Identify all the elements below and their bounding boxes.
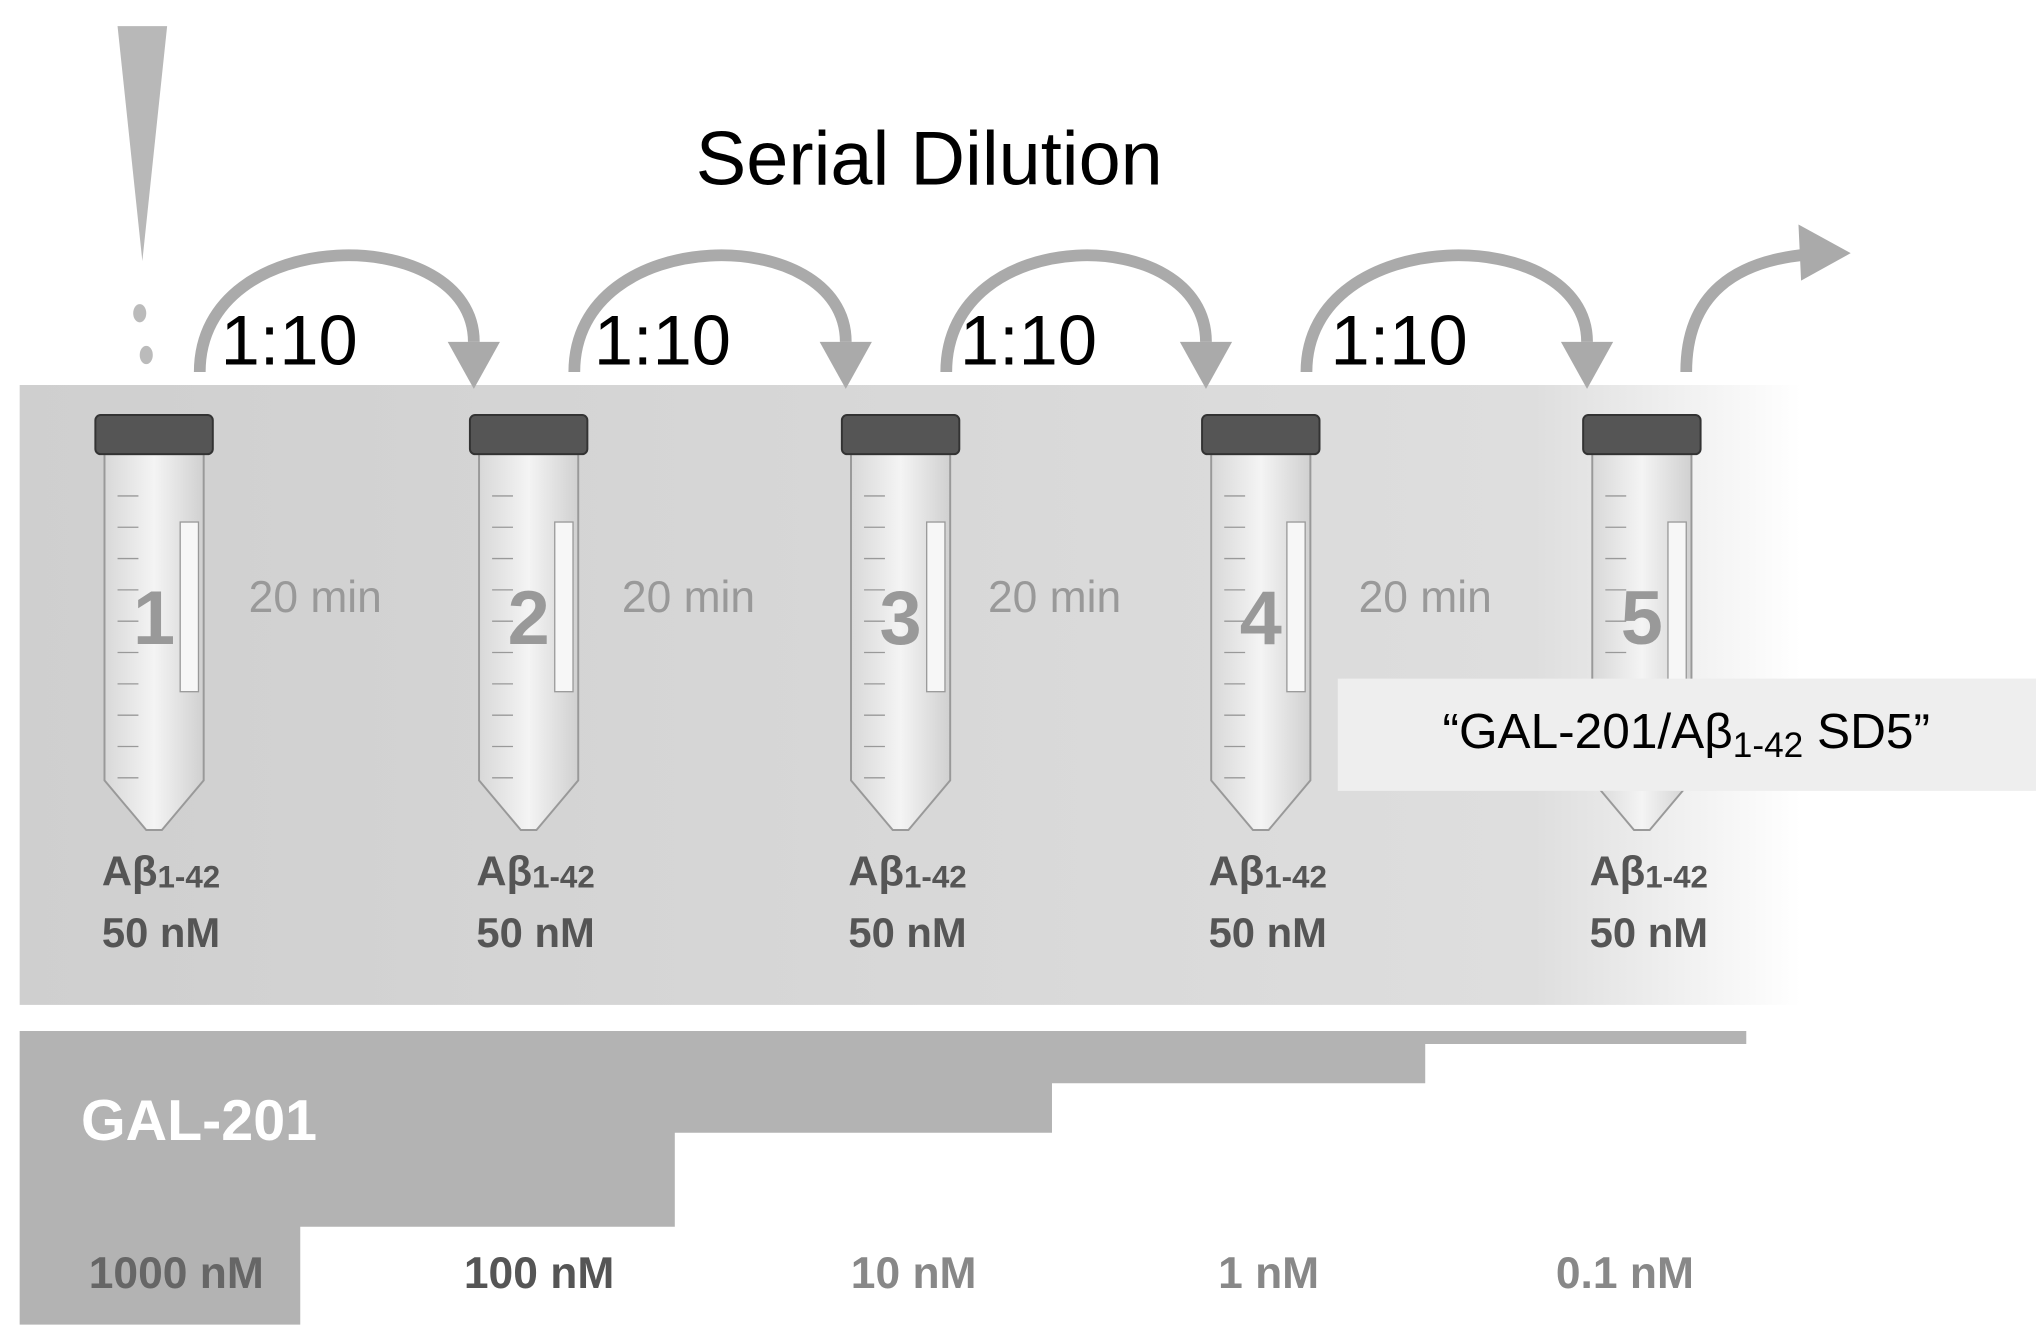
analyte-label: Aβ1-42 [1590, 847, 1708, 894]
analyte-label: Aβ1-42 [848, 847, 966, 894]
analyte-subscript: 1-42 [158, 860, 221, 895]
incubation-time: 20 min [249, 573, 382, 622]
final-label: “GAL-201/Aβ1-42 SD5” [1442, 703, 1930, 765]
final-label-prefix: “GAL-201/Aβ [1442, 703, 1732, 759]
tube-number: 5 [1621, 576, 1663, 661]
transfer-arrow [1680, 248, 1809, 372]
drop [139, 345, 153, 365]
analyte-label: Aβ1-42 [1209, 847, 1327, 894]
drop [133, 304, 147, 323]
incubation-time: 20 min [988, 573, 1121, 622]
tube-label-strip [926, 521, 946, 693]
compound-concentration: 1000 nM [89, 1249, 264, 1298]
tube-label-strip [1667, 521, 1687, 693]
analyte: Aβ [476, 847, 532, 894]
tube-number: 3 [880, 576, 922, 661]
compound-concentration: 1 nM [1218, 1249, 1319, 1298]
analyte-concentration: 50 nM [1209, 909, 1327, 956]
analyte-label: Aβ1-42 [476, 847, 594, 894]
analyte-concentration: 50 nM [1590, 909, 1708, 956]
arrow-head [819, 341, 872, 389]
tube [840, 414, 961, 832]
tube-number: 4 [1240, 576, 1282, 661]
analyte-subscript: 1-42 [1645, 860, 1708, 895]
dilution-ratio: 1:10 [221, 300, 358, 379]
analyte-subscript: 1-42 [904, 860, 967, 895]
transfer-arrow [193, 249, 480, 372]
analyte-concentration: 50 nM [102, 909, 220, 956]
tube-cap [840, 414, 961, 456]
analyte-concentration: 50 nM [848, 909, 966, 956]
tube [94, 414, 214, 832]
tube-cap [468, 414, 589, 456]
compound-concentration: 100 nM [464, 1249, 614, 1298]
tube-number: 1 [133, 576, 175, 661]
compound-concentration: 0.1 nM [1556, 1249, 1694, 1298]
tube-cap [1582, 414, 1702, 456]
analyte-label: Aβ1-42 [102, 847, 220, 894]
tube-cap [94, 414, 214, 456]
concentration-staircase [19, 1031, 1747, 1325]
arrow-head [1179, 341, 1233, 389]
analyte: Aβ [1590, 847, 1646, 894]
final-label-box [1337, 678, 2036, 791]
analyte-subscript: 1-42 [532, 860, 595, 895]
analyte-subscript: 1-42 [1264, 860, 1327, 895]
dilution-ratio: 1:10 [1331, 300, 1468, 379]
transfer-arrow [1300, 249, 1593, 372]
dilution-ratio: 1:10 [960, 300, 1097, 379]
final-label-suffix: SD5” [1803, 703, 1930, 759]
compound-concentration: 10 nM [851, 1249, 977, 1298]
incubation-time: 20 min [622, 573, 755, 622]
dilution-ratio: 1:10 [594, 300, 731, 379]
analyte-concentration: 50 nM [476, 909, 594, 956]
incubation-time: 20 min [1359, 573, 1492, 622]
pipette-tip [117, 26, 168, 262]
arrow-head [1798, 224, 1851, 281]
tube-label-strip [179, 521, 200, 693]
tube-label-strip [1286, 521, 1306, 693]
title: Serial Dilution [696, 116, 1163, 201]
arrow-head [447, 341, 500, 389]
analyte: Aβ [102, 847, 158, 894]
compound-label: GAL-201 [81, 1089, 317, 1153]
arrow-head [1560, 341, 1614, 389]
analyte: Aβ [848, 847, 904, 894]
analyte: Aβ [1209, 847, 1265, 894]
tube-number: 2 [508, 576, 550, 661]
final-label-subscript: 1-42 [1733, 726, 1804, 765]
tube [1201, 414, 1321, 832]
tube-cap [1201, 414, 1321, 456]
tube-label-strip [554, 521, 574, 693]
transfer-arrow [940, 249, 1212, 372]
tube [468, 414, 589, 832]
transfer-arrow [568, 249, 852, 372]
